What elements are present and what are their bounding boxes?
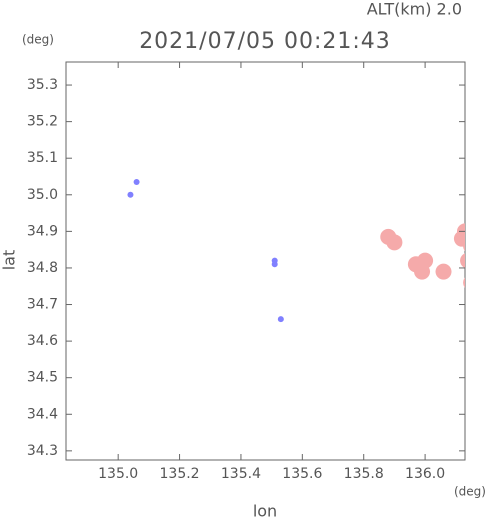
y-tick-label: 34.7 xyxy=(27,297,58,313)
y-tick-label: 35.2 xyxy=(27,114,58,130)
x-tick-label: 135.0 xyxy=(98,466,138,482)
x-tick-label: 135.6 xyxy=(282,466,322,482)
y-tick-label: 34.6 xyxy=(27,333,58,349)
y-tick-label: 34.5 xyxy=(27,370,58,386)
plot-frame xyxy=(65,61,466,461)
y-axis-label: lat xyxy=(0,250,19,271)
echo-point xyxy=(466,267,482,283)
x-tick-label: 135.8 xyxy=(344,466,384,482)
echo-point xyxy=(460,253,465,269)
y-tick-label: 34.3 xyxy=(27,443,58,459)
y-unit: (deg) xyxy=(22,33,54,47)
echo-point xyxy=(417,252,434,269)
x-unit: (deg) xyxy=(454,485,486,499)
x-axis-label: lon xyxy=(253,502,277,521)
y-tick-label: 34.4 xyxy=(27,406,58,422)
echo-point xyxy=(463,240,465,252)
x-tick-label: 136.0 xyxy=(405,466,445,482)
chart-subtitle: ALT(km) 2.0 xyxy=(367,0,462,19)
echo-point xyxy=(463,277,465,288)
plot-area xyxy=(127,178,482,323)
echo-point xyxy=(271,261,278,268)
y-tick-label: 34.9 xyxy=(27,223,58,239)
x-tick-label: 135.2 xyxy=(160,466,200,482)
echo-point xyxy=(127,191,134,198)
y-tick-label: 35.3 xyxy=(27,77,58,93)
y-tick-label: 35.1 xyxy=(27,150,58,166)
x-tick-label: 135.4 xyxy=(221,466,261,482)
y-tick-label: 34.8 xyxy=(27,260,58,276)
echo-point xyxy=(386,234,403,251)
echo-point xyxy=(277,316,284,323)
y-tick-label: 35.0 xyxy=(27,187,58,203)
chart-title: 2021/07/05 00:21:43 xyxy=(139,29,391,54)
echo-point xyxy=(133,178,140,185)
echo-point xyxy=(435,263,452,280)
